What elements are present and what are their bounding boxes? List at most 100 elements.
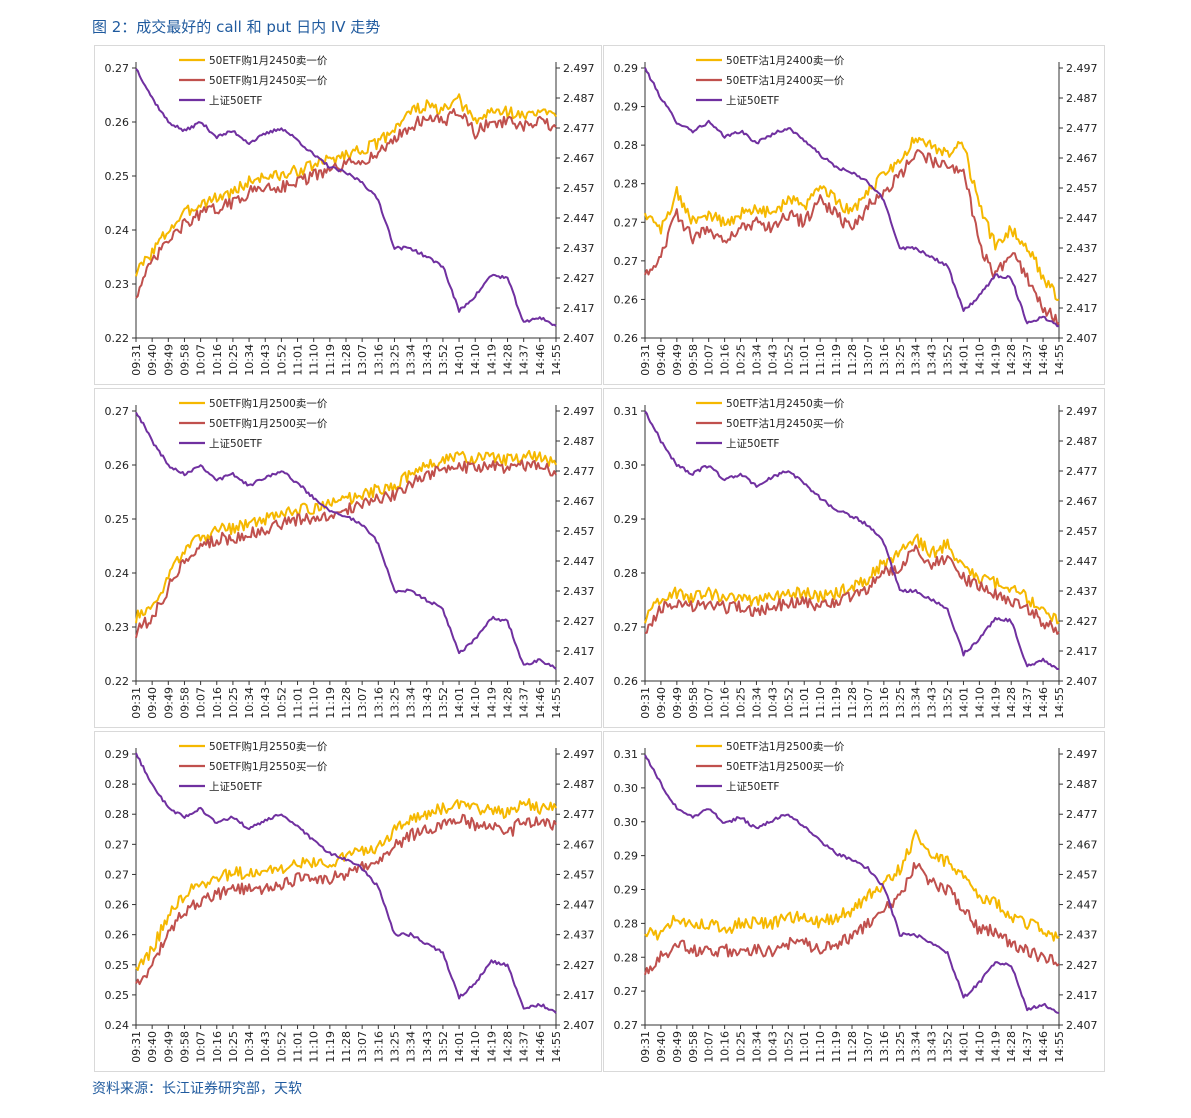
x-tick-label: 13:25 — [388, 687, 401, 719]
left-tick-label: 0.25 — [105, 170, 130, 183]
legend-label: 50ETF购1月2500卖一价 — [209, 397, 328, 410]
left-tick-label: 0.29 — [614, 850, 639, 863]
chart-svg: 0.29 0.28 0.28 0.27 0.27 0.26 0.26 0.25 0.25 0.24… — [105, 740, 595, 1063]
x-tick-label: 09:40 — [655, 1031, 668, 1063]
x-tick-label: 14:46 — [1037, 687, 1050, 719]
right-tick-label: 2.447 — [1066, 212, 1098, 225]
x-tick-label: 09:49 — [162, 344, 175, 376]
x-tick-label: 09:40 — [655, 344, 668, 376]
legend-label: 上证50ETF — [209, 438, 262, 450]
chart-panel-top-right: 0.29 0.29 0.28 0.28 0.27 0.27 0.26 0.26 2.497 2.4… — [603, 45, 1105, 385]
right-tick-label: 2.467 — [563, 838, 595, 851]
legend-label: 上证50ETF — [726, 95, 779, 107]
series-line-ask — [135, 449, 557, 624]
right-tick-label: 2.427 — [563, 615, 595, 628]
x-tick-label: 13:07 — [356, 1031, 369, 1063]
legend-label: 50ETF沽1月2500卖一价 — [726, 740, 845, 753]
x-tick-label: 10:52 — [782, 1031, 795, 1063]
x-tick-label: 10:25 — [227, 687, 240, 719]
left-tick-label: 0.24 — [105, 1019, 130, 1032]
x-tick-label: 10:25 — [227, 344, 240, 376]
right-tick-label: 2.437 — [1066, 242, 1098, 255]
x-tick-label: 10:16 — [211, 1031, 224, 1063]
left-tick-label: 0.26 — [614, 675, 639, 688]
right-tick-label: 2.447 — [1066, 899, 1098, 912]
series-line-etf — [135, 752, 557, 1014]
x-tick-label: 13:52 — [437, 687, 450, 719]
right-tick-label: 2.417 — [563, 645, 595, 658]
left-tick-label: 0.25 — [105, 989, 130, 1002]
x-tick-label: 14:28 — [1005, 1031, 1018, 1063]
x-tick-label: 11:28 — [340, 344, 353, 376]
left-tick-label: 0.26 — [614, 332, 639, 345]
x-tick-label: 09:40 — [146, 687, 159, 719]
right-tick-label: 2.457 — [1066, 525, 1098, 538]
right-tick-label: 2.497 — [1066, 62, 1098, 75]
left-tick-label: 0.25 — [105, 959, 130, 972]
left-tick-label: 0.28 — [614, 917, 639, 930]
left-tick-label: 0.27 — [614, 985, 639, 998]
x-tick-label: 14:46 — [1037, 344, 1050, 376]
x-tick-label: 14:46 — [534, 687, 547, 719]
x-tick-label: 11:19 — [324, 344, 337, 376]
x-tick-label: 14:55 — [550, 687, 563, 719]
x-tick-label: 09:40 — [146, 344, 159, 376]
x-tick-label: 13:43 — [926, 344, 939, 376]
right-tick-label: 2.417 — [1066, 302, 1098, 315]
right-tick-label: 2.477 — [1066, 465, 1098, 478]
x-tick-label: 13:34 — [910, 344, 923, 376]
x-tick-label: 09:58 — [687, 1031, 700, 1063]
right-tick-label: 2.497 — [1066, 748, 1098, 761]
x-tick-label: 10:43 — [766, 344, 779, 376]
x-tick-label: 10:16 — [719, 344, 732, 376]
series-line-etf — [644, 67, 1060, 328]
x-tick-label: 09:49 — [162, 1031, 175, 1063]
x-tick-label: 14:10 — [469, 1031, 482, 1063]
x-tick-label: 10:16 — [211, 687, 224, 719]
x-tick-label: 13:07 — [356, 344, 369, 376]
x-tick-label: 13:52 — [942, 687, 955, 719]
legend-label: 50ETF沽1月2400买一价 — [726, 74, 845, 87]
x-tick-label: 09:31 — [130, 1031, 143, 1063]
x-tick-label: 10:52 — [782, 687, 795, 719]
left-tick-label: 0.27 — [614, 216, 639, 229]
x-tick-label: 09:31 — [639, 344, 652, 376]
left-tick-label: 0.24 — [105, 567, 130, 580]
left-tick-label: 0.27 — [614, 255, 639, 268]
x-tick-label: 11:01 — [798, 1031, 811, 1063]
left-tick-label: 0.31 — [614, 748, 639, 761]
x-tick-label: 09:49 — [671, 687, 684, 719]
x-tick-label: 10:43 — [766, 1031, 779, 1063]
legend-label: 50ETF购1月2450卖一价 — [209, 54, 328, 67]
right-tick-label: 2.407 — [1066, 675, 1098, 688]
x-tick-label: 11:10 — [308, 687, 321, 719]
x-tick-label: 13:07 — [862, 344, 875, 376]
x-tick-label: 13:43 — [926, 687, 939, 719]
x-tick-label: 13:34 — [405, 1031, 418, 1063]
right-tick-label: 2.457 — [563, 525, 595, 538]
left-tick-label: 0.27 — [614, 1019, 639, 1032]
left-tick-label: 0.29 — [614, 884, 639, 897]
x-tick-label: 10:07 — [195, 687, 208, 719]
x-tick-label: 13:52 — [437, 1031, 450, 1063]
x-tick-label: 11:01 — [798, 687, 811, 719]
series-line-ask — [644, 533, 1060, 625]
x-tick-label: 14:46 — [534, 344, 547, 376]
legend-label: 上证50ETF — [726, 438, 779, 450]
x-tick-label: 09:58 — [178, 687, 191, 719]
x-tick-label: 09:58 — [178, 1031, 191, 1063]
right-tick-label: 2.437 — [563, 242, 595, 255]
series-line-ask — [135, 93, 557, 277]
legend-label: 50ETF购1月2550卖一价 — [209, 740, 328, 753]
x-tick-label: 14:19 — [485, 344, 498, 376]
x-tick-label: 14:19 — [485, 687, 498, 719]
right-tick-label: 2.497 — [1066, 405, 1098, 418]
x-tick-label: 14:10 — [973, 687, 986, 719]
x-tick-label: 13:16 — [372, 344, 385, 376]
x-tick-label: 14:19 — [989, 1031, 1002, 1063]
left-tick-label: 0.27 — [105, 62, 130, 75]
x-tick-label: 10:25 — [735, 1031, 748, 1063]
x-tick-label: 14:10 — [973, 344, 986, 376]
right-tick-label: 2.427 — [1066, 959, 1098, 972]
x-tick-label: 14:37 — [1021, 344, 1034, 376]
